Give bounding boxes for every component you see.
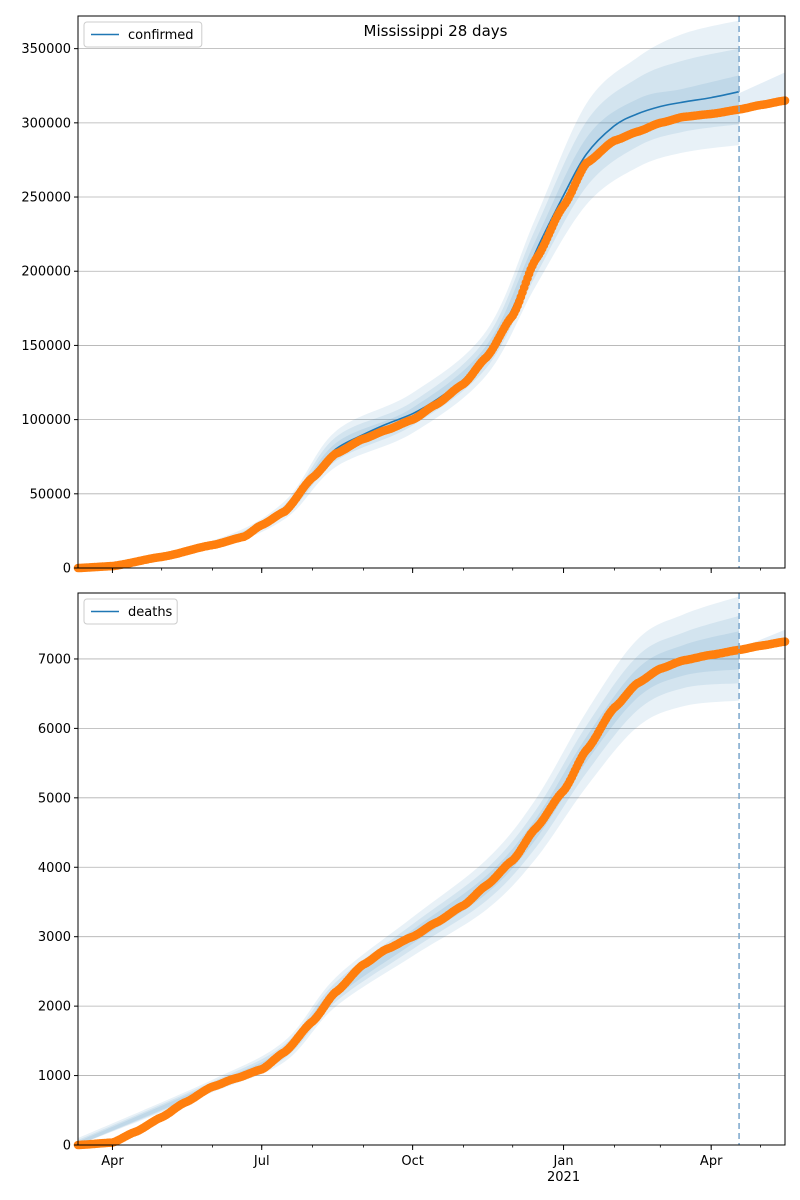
confirmed-y-tick-label: 350000 — [21, 42, 71, 57]
deaths-y-tick-label: 6000 — [38, 722, 71, 737]
confirmed-y-tick-label: 100000 — [21, 413, 71, 428]
deaths-legend-label: deaths — [128, 605, 173, 620]
confirmed-y-tick-label: 50000 — [30, 487, 71, 502]
deaths-y-tick-label: 7000 — [38, 652, 71, 667]
deaths-axes-frame — [77, 592, 786, 1146]
confirmed-title: Mississippi 28 days — [364, 22, 508, 40]
confirmed-panel: 0 50000 100000 150000 200000 250000 300000 3500… — [21, 15, 790, 577]
deaths-legend-box — [83, 598, 178, 625]
deaths-y-tick-label: 2000 — [38, 1000, 71, 1015]
deaths-observed-points — [73, 637, 790, 1150]
deaths-x-tick-label: Oct — [401, 1154, 423, 1169]
deaths-y-tick-label: 1000 — [38, 1069, 71, 1084]
confirmed-y-tick-label: 200000 — [21, 265, 71, 280]
deaths-band-2 — [78, 631, 740, 1145]
confirmed-y-tick-label: 250000 — [21, 191, 71, 206]
confirmed-axes-frame — [77, 15, 786, 569]
deaths-x-tick-label: Jan — [553, 1154, 574, 1169]
confirmed-legend-label: confirmed — [128, 28, 194, 43]
confirmed-y-tick-label: 300000 — [21, 116, 71, 131]
deaths-x-tick-sublabel: 2021 — [547, 1170, 580, 1185]
confirmed-y-tick-label: 0 — [63, 562, 71, 577]
confirmed-legend-box — [83, 21, 203, 48]
confirmed-observed-points — [73, 96, 790, 573]
confirmed-y-tick-label: 150000 — [21, 339, 71, 354]
deaths-x-tick-label: Apr — [101, 1154, 124, 1169]
deaths-x-tick-label: Jul — [253, 1154, 270, 1169]
deaths-y-tick-label: 5000 — [38, 791, 71, 806]
deaths-band-1 — [78, 615, 740, 1145]
deaths-y-tick-label: 4000 — [38, 861, 71, 876]
deaths-y-tick-label: 3000 — [38, 930, 71, 945]
deaths-panel: 0 1000 2000 3000 4000 5000 6000 7000 Apr Jul Oct Ja… — [38, 592, 790, 1185]
deaths-y-tick-label: 0 — [63, 1139, 71, 1154]
confirmed-band-0 — [78, 20, 740, 568]
deaths-x-tick-label: Apr — [700, 1154, 723, 1169]
deaths-band-0 — [78, 596, 740, 1145]
